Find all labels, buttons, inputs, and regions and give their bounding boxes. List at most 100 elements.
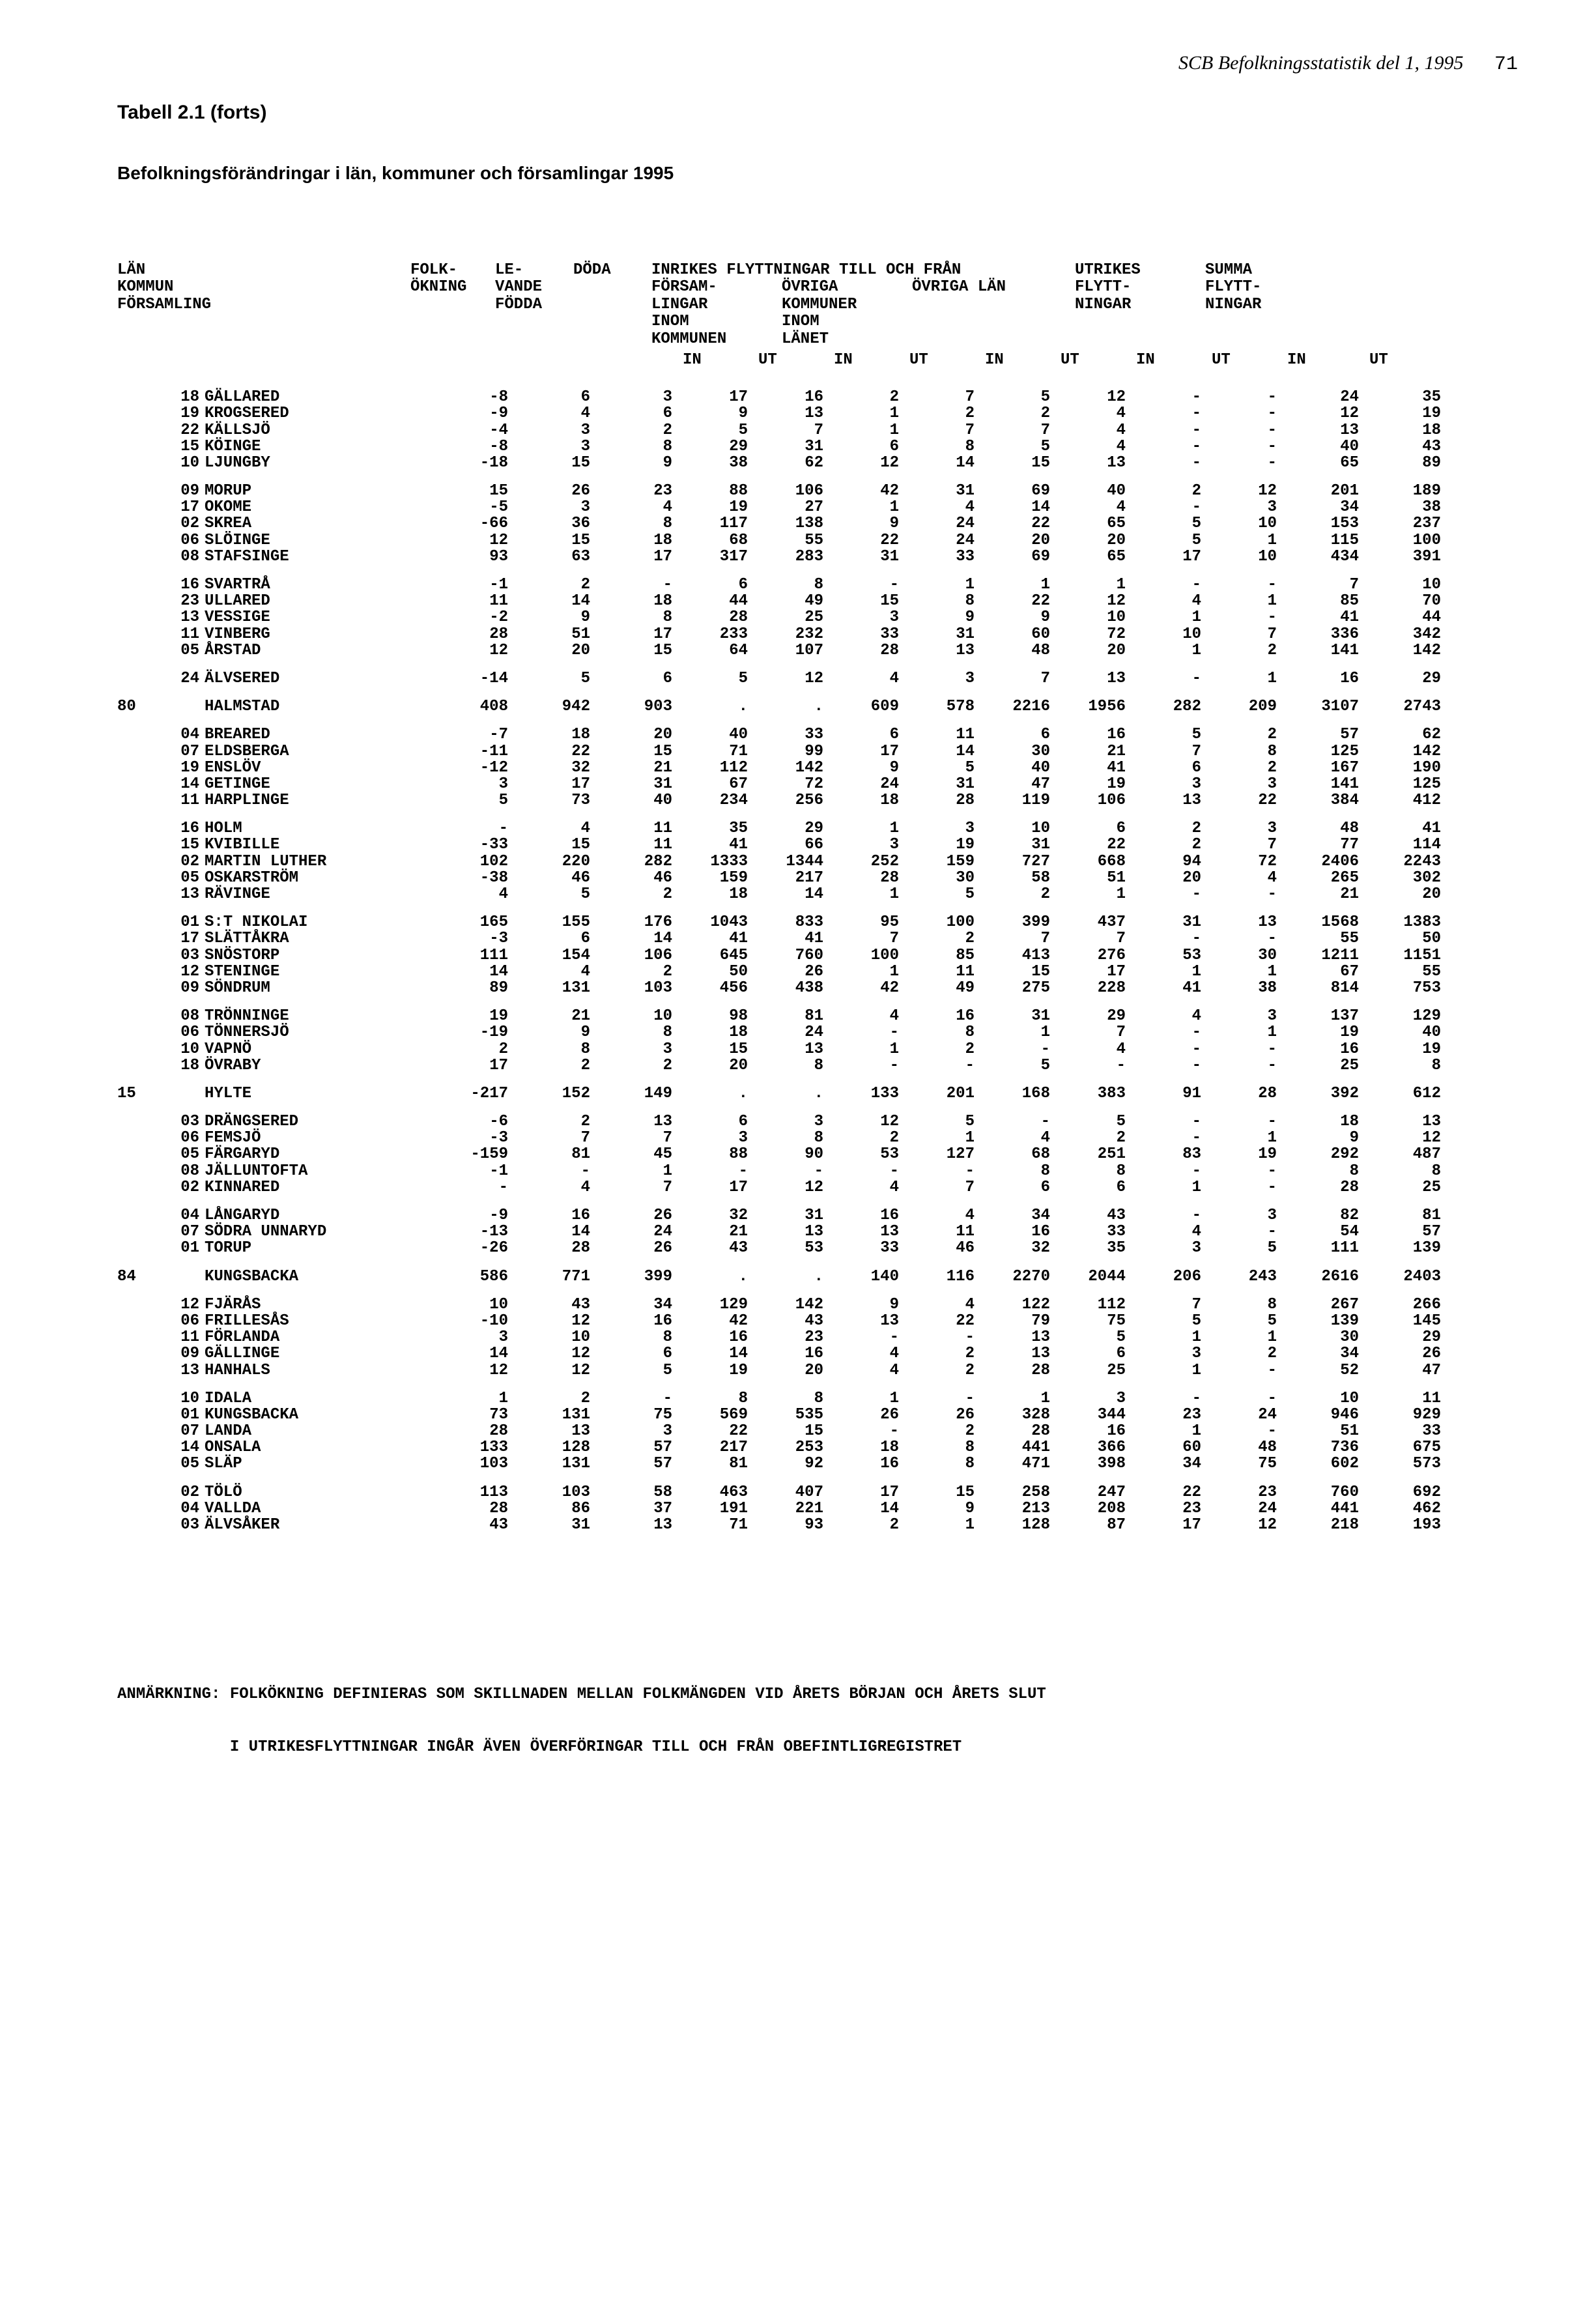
cell-value: 142 xyxy=(753,760,829,776)
cell-value: 100 xyxy=(829,947,904,964)
cell-value: 5 xyxy=(677,670,753,687)
cell-value: 5 xyxy=(1131,726,1206,743)
cell-value: 24 xyxy=(1206,1407,1282,1423)
cell-lan xyxy=(117,438,162,455)
hdr-forsam-3: INOM xyxy=(651,313,782,330)
cell-value: 159 xyxy=(904,854,980,870)
page: SCB Befolkningsstatistik del 1, 1995 71 … xyxy=(0,0,1596,2313)
cell-value: 111 xyxy=(431,947,513,964)
cell-value: 4 xyxy=(513,405,595,422)
cell-name: FJÄRÅS xyxy=(205,1297,431,1313)
cell-name: ÄLVSÅKER xyxy=(205,1517,431,1533)
cell-value: 9 xyxy=(513,609,595,625)
cell-value: 17 xyxy=(829,743,904,760)
cell-value: 11 xyxy=(904,1224,980,1240)
cell-value: 1 xyxy=(1206,964,1282,980)
cell-lan xyxy=(117,1179,162,1196)
cell-value: 16 xyxy=(513,1207,595,1224)
cell-value: 8 xyxy=(1364,1163,1446,1179)
cell-name: KVIBILLE xyxy=(205,837,431,853)
cell-name: SLÖINGE xyxy=(205,532,431,549)
cell-value: 2 xyxy=(595,1057,677,1074)
cell-value: 8 xyxy=(1055,1163,1131,1179)
cell-value: 54 xyxy=(1282,1224,1364,1240)
cell-value: 46 xyxy=(904,1240,980,1256)
cell-lan xyxy=(117,870,162,886)
cell-value: 95 xyxy=(829,914,904,930)
cell-value: 4 xyxy=(829,1362,904,1379)
cell-value: 50 xyxy=(677,964,753,980)
cell-value: 609 xyxy=(829,698,904,715)
cell-value: 122 xyxy=(980,1297,1055,1313)
cell-value: 189 xyxy=(1364,483,1446,499)
cell-value: 16 xyxy=(753,1345,829,1362)
cell-value: 1344 xyxy=(753,854,829,870)
table-row: 08STAFSINGE93631731728331336965171043439… xyxy=(117,549,1446,565)
cell-name: TÖNNERSJÖ xyxy=(205,1024,431,1041)
cell-lan xyxy=(117,1207,162,1224)
cell-value: 13 xyxy=(829,1313,904,1329)
cell-value: 12 xyxy=(1055,389,1131,405)
cell-value: 1 xyxy=(1131,1362,1206,1379)
cell-value: 33 xyxy=(829,1240,904,1256)
cell-value: 668 xyxy=(1055,854,1131,870)
cell-code: 08 xyxy=(162,1008,205,1024)
cell-value: 103 xyxy=(595,980,677,996)
table-row: 07LANDA281332215-228161-5133 xyxy=(117,1423,1446,1439)
cell-value: 73 xyxy=(513,792,595,809)
cell-value: 106 xyxy=(753,483,829,499)
cell-name: STAFSINGE xyxy=(205,549,431,565)
cell-name: KUNGSBACKA xyxy=(205,1407,431,1423)
hdr-forsam-1: FÖRSAM- xyxy=(651,279,782,296)
table-row: 05OSKARSTRÖM-384646159217283058512042653… xyxy=(117,870,1446,886)
cell-value: 9 xyxy=(904,609,980,625)
table-row: 09GÄLLINGE14126141642136323426 xyxy=(117,1345,1446,1362)
cell-value: 471 xyxy=(980,1456,1055,1472)
cell-value: 40 xyxy=(1282,438,1364,455)
table-row: 23ULLARED11141844491582212418570 xyxy=(117,593,1446,609)
cell-value: 47 xyxy=(980,776,1055,792)
cell-value: 1333 xyxy=(677,854,753,870)
cell-value: 8 xyxy=(904,1439,980,1456)
cell-value: 399 xyxy=(595,1269,677,1285)
cell-value: 102 xyxy=(431,854,513,870)
cell-value: 4 xyxy=(904,1297,980,1313)
cell-value: 5 xyxy=(904,1113,980,1130)
cell-value: -3 xyxy=(431,930,513,947)
cell-value: -8 xyxy=(431,389,513,405)
cell-lan xyxy=(117,593,162,609)
cell-value: 7 xyxy=(595,1130,677,1146)
cell-value: 391 xyxy=(1364,549,1446,565)
cell-value: 52 xyxy=(1282,1362,1364,1379)
cell-code: 01 xyxy=(162,914,205,930)
cell-value: 317 xyxy=(677,549,753,565)
cell-value: 2743 xyxy=(1364,698,1446,715)
cell-lan xyxy=(117,837,162,853)
cell-value: 94 xyxy=(1131,854,1206,870)
cell-value: 8 xyxy=(980,1163,1055,1179)
hdr-ut-4: UT xyxy=(1206,352,1282,371)
cell-name: SVARTRÅ xyxy=(205,577,431,593)
cell-value: 47 xyxy=(1364,1362,1446,1379)
cell-name: HYLTE xyxy=(205,1085,431,1102)
cell-value: 26 xyxy=(595,1207,677,1224)
cell-value: 6 xyxy=(829,438,904,455)
cell-value: 9 xyxy=(904,1501,980,1517)
table-row: 84KUNGSBACKA586771399..14011622702044206… xyxy=(117,1269,1446,1285)
cell-value: 8 xyxy=(904,1024,980,1041)
cell-value: 45 xyxy=(595,1146,677,1162)
cell-value: 8 xyxy=(595,1329,677,1345)
cell-value: 11 xyxy=(904,726,980,743)
cell-value: 5 xyxy=(513,670,595,687)
cell-value: 25 xyxy=(1055,1362,1131,1379)
cell-value: 31 xyxy=(513,1517,595,1533)
cell-value: 68 xyxy=(980,1146,1055,1162)
cell-value: 247 xyxy=(1055,1484,1131,1501)
cell-value: 142 xyxy=(1364,642,1446,659)
cell-value: 32 xyxy=(980,1240,1055,1256)
hdr-in-4: IN xyxy=(1131,352,1206,371)
cell-lan xyxy=(117,389,162,405)
cell-code: 09 xyxy=(162,1345,205,1362)
cell-value: 2270 xyxy=(980,1269,1055,1285)
cell-value: 17 xyxy=(677,1179,753,1196)
